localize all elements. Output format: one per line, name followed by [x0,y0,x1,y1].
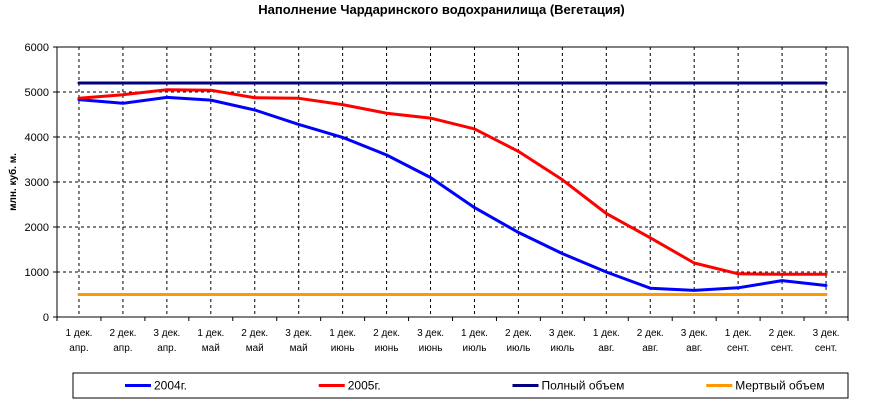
series-line-1 [77,95,828,292]
x-tick-label: 3 дек. [417,328,444,339]
x-tick-label: 3 дек. [813,328,840,339]
x-tick-label: май [202,343,220,354]
plot-area [56,46,849,318]
x-tick-label: 3 дек. [153,328,180,339]
x-tick-label: апр. [69,343,88,354]
y-tick-label: 6000 [25,42,49,54]
x-tick-label: 2 дек. [241,328,268,339]
x-tick-label: 2 дек. [373,328,400,339]
x-tick-label: сент. [815,343,837,354]
x-tick-label: май [246,343,264,354]
x-tick-label: сент. [727,343,749,354]
x-tick-label: июнь [375,343,399,354]
x-tick-label: 1 дек. [725,328,752,339]
y-axis-label: млн. куб. м. [7,153,19,211]
x-tick-label: авг. [598,343,614,354]
x-tick-label: 2 дек. [769,328,796,339]
y-tick-label: 2000 [25,222,49,234]
legend-label: 2004г. [154,379,187,393]
x-tick-label: май [290,343,308,354]
x-tick-label: 3 дек. [681,328,708,339]
x-tick-label: 1 дек. [461,328,488,339]
y-tick-label: 4000 [25,132,49,144]
x-tick-label: 1 дек. [329,328,356,339]
chart-title: Наполнение Чардаринского водохранилища (… [258,2,625,17]
x-tick-label: сент. [771,343,793,354]
y-tick-label: 3000 [25,177,49,189]
series-line-2 [77,88,828,276]
x-tick-label: июль [550,343,574,354]
y-tick-label: 5000 [25,87,49,99]
x-tick-label: 1 дек. [197,328,224,339]
x-tick-label: авг. [686,343,702,354]
x-tick-label: июль [506,343,530,354]
x-tick-label: апр. [157,343,176,354]
x-tick-label: авг. [642,343,658,354]
x-tick-label: апр. [113,343,132,354]
x-tick-label: 1 дек. [66,328,93,339]
x-tick-label: 2 дек. [109,328,136,339]
legend-label: Полный объем [542,379,625,393]
x-tick-label: июль [463,343,487,354]
x-tick-label: 3 дек. [549,328,576,339]
y-tick-label: 0 [43,312,49,324]
y-tick-label: 1000 [25,267,49,279]
legend-label: 2005г. [348,379,381,393]
x-tick-label: июнь [419,343,443,354]
legend-label: Мертвый объем [735,379,824,393]
x-tick-label: 3 дек. [285,328,312,339]
x-tick-label: 2 дек. [637,328,664,339]
x-tick-label: 2 дек. [505,328,532,339]
x-tick-label: июнь [331,343,355,354]
x-tick-label: 1 дек. [593,328,620,339]
